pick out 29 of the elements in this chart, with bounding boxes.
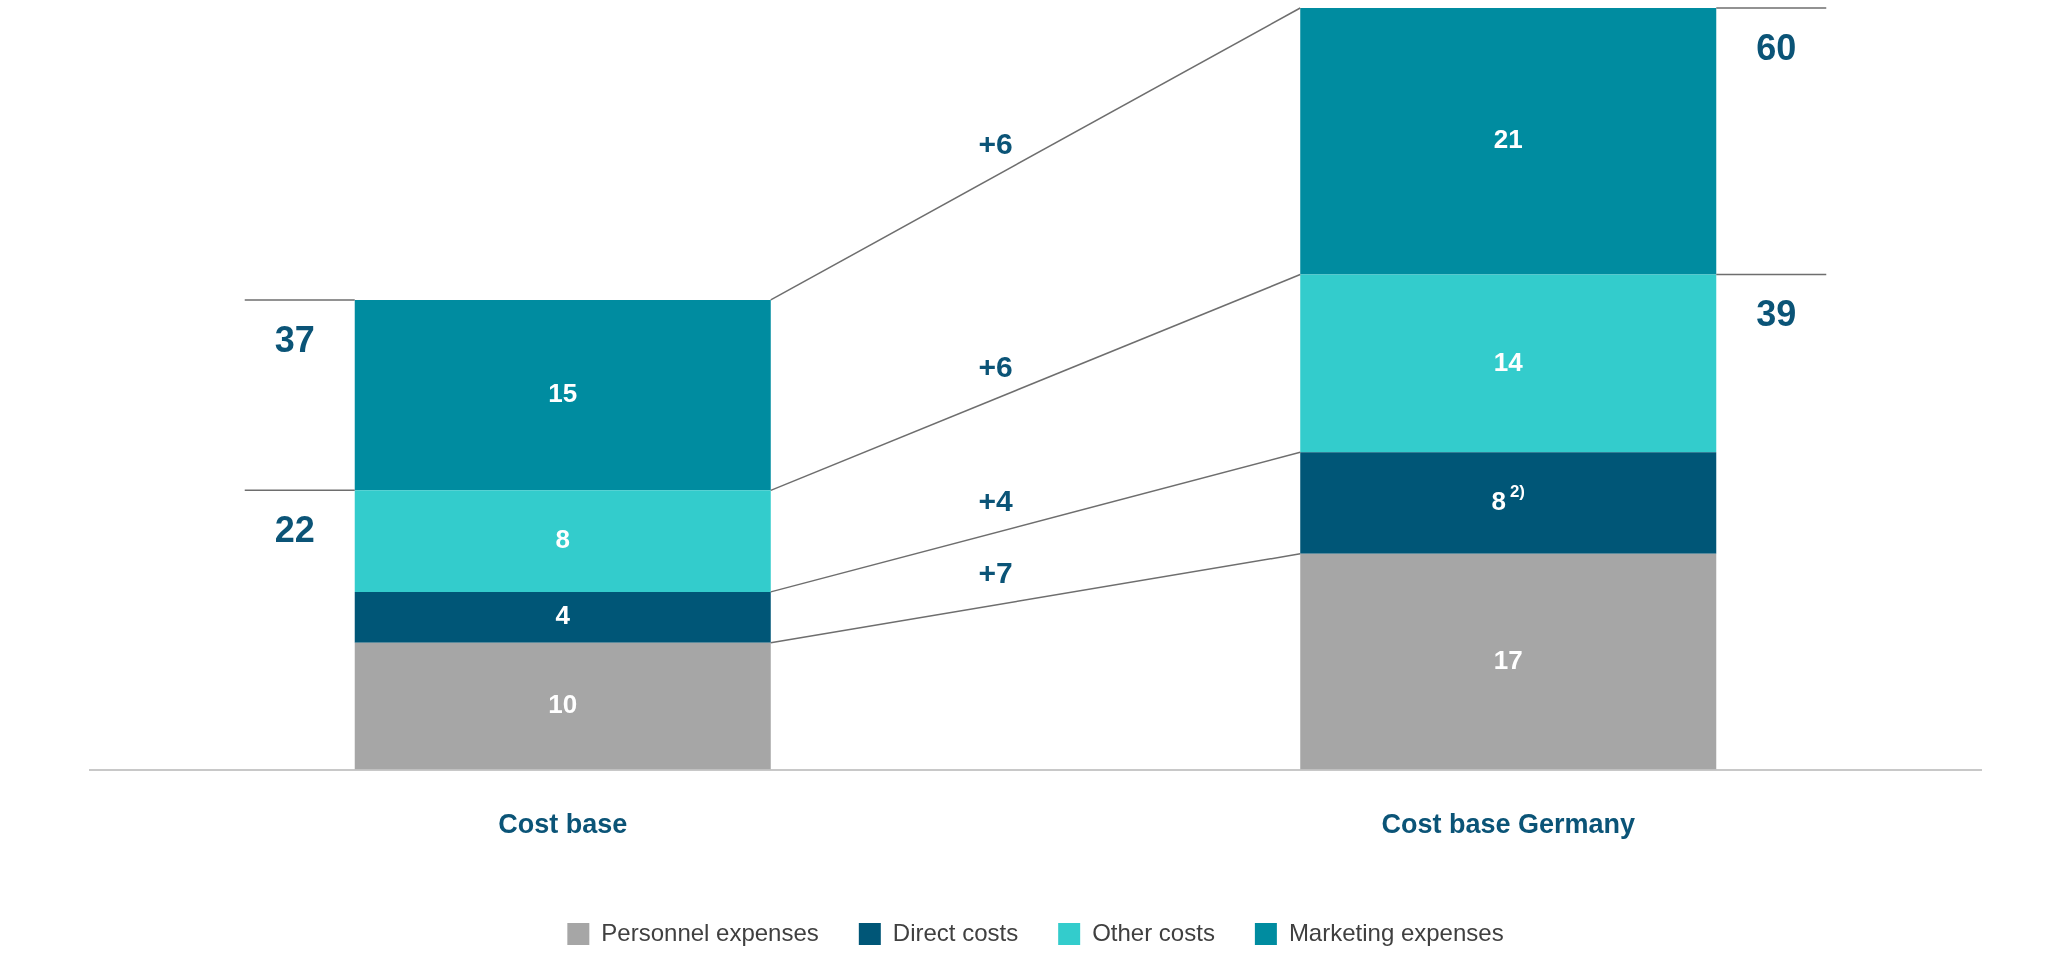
annotation: 39 bbox=[1756, 293, 1797, 335]
data-label: 15 bbox=[548, 378, 578, 409]
legend-label: Other costs bbox=[1092, 918, 1215, 946]
legend-label: Direct costs bbox=[892, 918, 1019, 946]
data-label: 8 bbox=[555, 524, 570, 555]
bar bbox=[354, 642, 771, 770]
bar bbox=[1300, 274, 1717, 453]
total-label: 60 bbox=[1756, 26, 1797, 68]
legend-label: Marketing expenses bbox=[1288, 918, 1504, 946]
bar bbox=[1300, 452, 1717, 554]
bar bbox=[354, 591, 771, 643]
x-tick-label: Cost base bbox=[498, 809, 628, 840]
x-tick-label: Cost base Germany bbox=[1381, 809, 1636, 840]
data-label: 17 bbox=[1493, 644, 1523, 675]
data-label: 14 bbox=[1493, 346, 1524, 377]
bar bbox=[1300, 8, 1717, 275]
annotation: +6 bbox=[978, 127, 1013, 161]
annotation: +4 bbox=[978, 483, 1013, 517]
data-label: 21 bbox=[1493, 124, 1523, 155]
data-label: 4 bbox=[555, 600, 571, 631]
data-label: 10 bbox=[548, 689, 578, 720]
annotation: 22 bbox=[274, 509, 315, 551]
annotation: +7 bbox=[978, 556, 1013, 590]
bar bbox=[354, 299, 771, 491]
legend-label: Personnel expenses bbox=[601, 918, 819, 946]
annotation: +6 bbox=[978, 350, 1013, 384]
bar bbox=[354, 490, 771, 592]
total-label: 37 bbox=[274, 318, 315, 360]
bar bbox=[1300, 553, 1717, 770]
